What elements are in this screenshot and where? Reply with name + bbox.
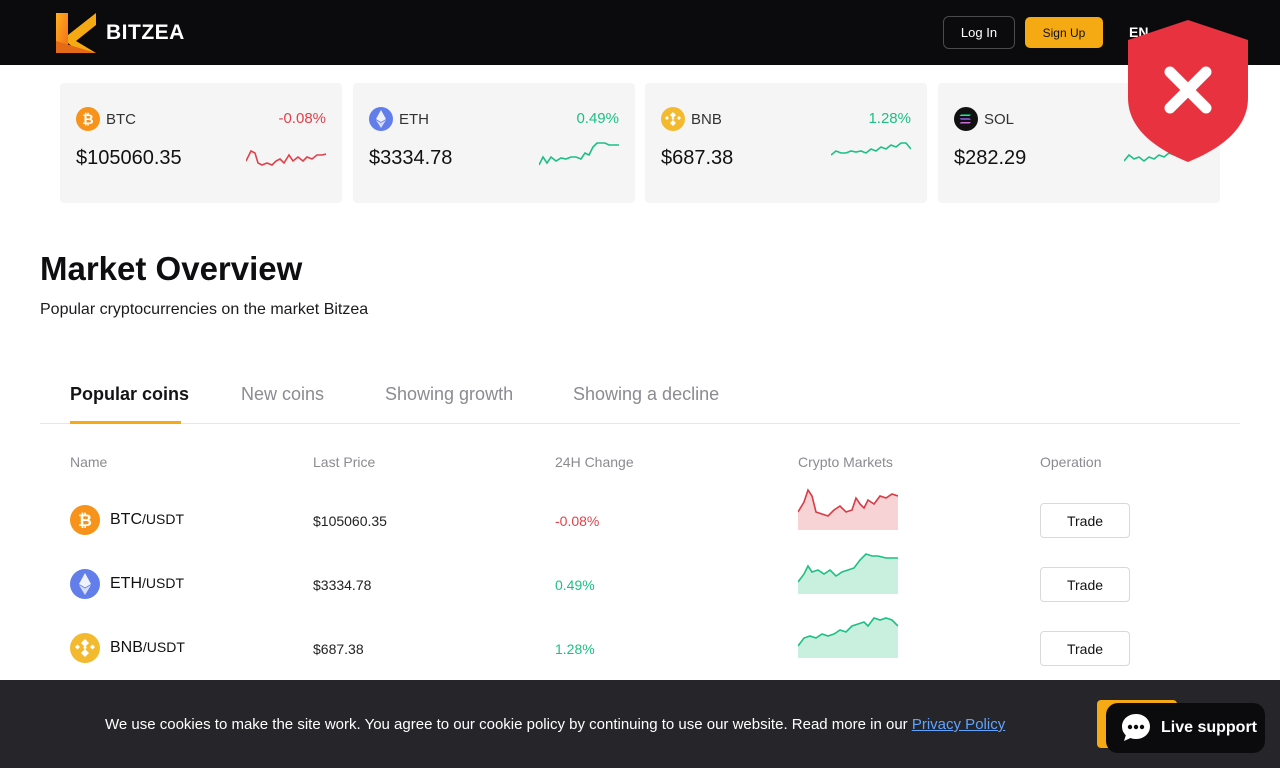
ticker-symbol: BTC	[106, 111, 136, 128]
ethereum-icon	[70, 569, 100, 599]
trade-button[interactable]: Trade	[1040, 567, 1130, 602]
column-header-24h-change: 24H Change	[555, 454, 634, 470]
table-row: ₿ BTC/USDT $105060.35 -0.08% Trade	[0, 488, 1280, 560]
pair-quote: /USDT	[142, 511, 184, 527]
ticker-change: -0.08%	[278, 110, 326, 127]
ticker-symbol: SOL	[984, 111, 1015, 128]
active-tab-indicator	[70, 421, 181, 424]
pair-quote: /USDT	[142, 575, 184, 591]
table-row: BNB/USDT $687.38 1.28% Trade	[0, 617, 1280, 688]
pair-quote: /USDT	[142, 639, 185, 655]
market-area-chart	[798, 617, 898, 658]
pair-base: BTC	[110, 511, 142, 528]
chat-bubble-icon	[1122, 714, 1150, 741]
ticker-card-eth[interactable]: ETH 0.49% $3334.78	[353, 83, 635, 203]
last-price: $105060.35	[313, 513, 387, 529]
pair-name[interactable]: ETH/USDT	[110, 575, 184, 593]
ticker-change: 0.49%	[576, 110, 619, 127]
ticker-change: 1.28%	[868, 110, 911, 127]
table-row: ETH/USDT $3334.78 0.49% Trade	[0, 553, 1280, 624]
bitcoin-icon: ₿	[70, 505, 100, 535]
column-header-crypto-markets: Crypto Markets	[798, 454, 893, 470]
ticker-price: $282.29	[954, 147, 1027, 169]
login-button[interactable]: Log In	[943, 16, 1015, 49]
live-support-button[interactable]: Live support	[1106, 703, 1265, 753]
ticker-symbol: BNB	[691, 111, 722, 128]
ticker-card-btc[interactable]: ₿ BTC -0.08% $105060.35	[60, 83, 342, 203]
signup-button[interactable]: Sign Up	[1025, 17, 1103, 48]
column-header-last-price: Last Price	[313, 454, 376, 470]
security-shield-icon[interactable]	[1126, 18, 1250, 164]
ticker-card-bnb[interactable]: BNB 1.28% $687.38	[645, 83, 927, 203]
ticker-price: $687.38	[661, 147, 734, 169]
ticker-sparkline	[539, 142, 619, 166]
privacy-policy-link[interactable]: Privacy Policy	[911, 716, 1006, 733]
column-header-operation: Operation	[1040, 454, 1102, 470]
bitzea-logo-icon	[56, 13, 96, 53]
24h-change: -0.08%	[555, 513, 600, 529]
last-price: $3334.78	[313, 577, 372, 593]
top-navigation-bar: BITZEA Log In Sign Up EN	[0, 0, 1280, 65]
last-price: $687.38	[313, 641, 364, 657]
pair-name[interactable]: BTC/USDT	[110, 511, 184, 529]
tab-popular-coins[interactable]: Popular coins	[70, 384, 190, 404]
ticker-sparkline	[246, 149, 326, 166]
tab-new-coins[interactable]: New coins	[241, 384, 325, 404]
ticker-price: $105060.35	[76, 147, 182, 169]
page-subtitle: Popular cryptocurrencies on the market B…	[40, 301, 369, 318]
pair-base: ETH	[110, 575, 142, 592]
ticker-sparkline	[831, 142, 911, 156]
bitcoin-icon: ₿	[76, 107, 100, 131]
brand-logo[interactable]: BITZEA	[56, 13, 185, 53]
24h-change: 1.28%	[555, 641, 595, 657]
pair-name[interactable]: BNB/USDT	[110, 639, 185, 657]
market-area-chart	[798, 553, 898, 594]
tab-showing-growth[interactable]: Showing growth	[385, 384, 514, 404]
market-area-chart	[798, 488, 898, 530]
pair-base: BNB	[110, 639, 143, 656]
24h-change: 0.49%	[555, 577, 595, 593]
solana-icon	[954, 107, 978, 131]
ticker-symbol: ETH	[399, 111, 429, 128]
cookie-message-text: We use cookies to make the site work. Yo…	[105, 716, 912, 733]
trade-button[interactable]: Trade	[1040, 503, 1130, 538]
svg-text:₿: ₿	[78, 511, 92, 531]
brand-name: BITZEA	[106, 21, 185, 44]
tab-showing-decline[interactable]: Showing a decline	[573, 384, 720, 404]
ticker-price: $3334.78	[369, 147, 453, 169]
cookie-message: We use cookies to make the site work. Yo…	[105, 716, 1005, 733]
svg-text:₿: ₿	[82, 112, 93, 128]
bnb-icon	[70, 633, 100, 663]
ethereum-icon	[369, 107, 393, 131]
live-support-label: Live support	[1161, 719, 1258, 736]
cookie-banner: We use cookies to make the site work. Yo…	[0, 680, 1280, 768]
market-tabs: Popular coins New coins Showing growth S…	[40, 370, 1240, 424]
column-header-name: Name	[70, 454, 108, 470]
page-title: Market Overview	[40, 250, 303, 287]
bnb-icon	[661, 107, 685, 131]
trade-button[interactable]: Trade	[1040, 631, 1130, 666]
